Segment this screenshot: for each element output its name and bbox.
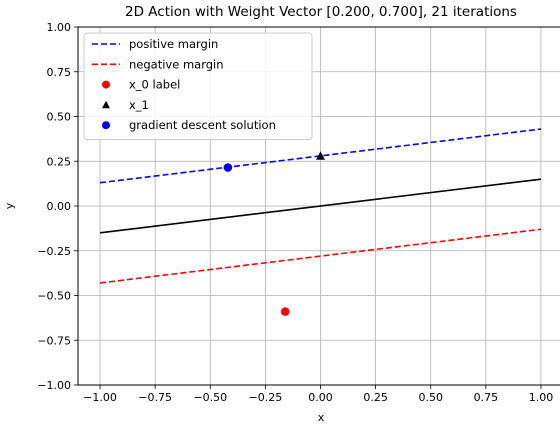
x-tick-label: −0.25 (249, 391, 283, 404)
decision-boundary-line (99, 178, 542, 234)
x-tick-label: 0.50 (418, 391, 443, 404)
x-0-label-marker (280, 307, 290, 316)
legend-handle-gradient-descent-solution (102, 121, 110, 130)
x-tick-label: −1.00 (83, 391, 117, 404)
legend-label-positive-margin: positive margin (129, 37, 218, 51)
x-tick-label: −0.75 (138, 391, 172, 404)
y-tick-label: −0.50 (37, 290, 71, 303)
legend-label-x-1: x_1 (129, 98, 149, 112)
y-tick-label: 0.25 (47, 155, 72, 168)
ticks: −1.00 −0.75 −0.50 −0.25 0.00 0.25 0.50 0.75 1.00… (37, 21, 553, 404)
legend: positive margin negative margin x_0 label x… (83, 32, 313, 140)
y-tick-label: −0.75 (37, 334, 71, 347)
legend-handle-x-0-label (102, 80, 110, 89)
x-tick-label: 0.75 (474, 391, 499, 404)
y-tick-label: −1.00 (37, 379, 71, 392)
x-tick-label: −0.50 (193, 391, 227, 404)
x-tick-label: 1.00 (529, 391, 554, 404)
legend-label-x-0-label: x_0 label (129, 78, 180, 92)
series-layer (99, 128, 542, 316)
y-tick-label: 0.50 (47, 111, 72, 124)
legend-label-negative-margin: negative margin (129, 57, 224, 71)
y-tick-label: 1.00 (47, 21, 72, 34)
positive-margin-line (99, 128, 542, 184)
y-tick-label: −0.25 (37, 245, 71, 258)
legend-box (83, 32, 313, 140)
y-tick-label: 0.75 (47, 66, 72, 79)
legend-label-gradient-descent-solution: gradient descent solution (129, 118, 276, 132)
x-axis-label: x (318, 411, 325, 424)
x-1-marker (316, 151, 325, 160)
chart-title: 2D Action with Weight Vector [0.200, 0.7… (125, 4, 517, 20)
y-axis-label: y (3, 202, 16, 209)
y-tick-label: 0.00 (47, 200, 72, 213)
negative-margin-line (99, 228, 542, 284)
x-tick-label: 0.25 (363, 391, 388, 404)
legend-handle-x-1 (102, 100, 110, 109)
gradient-descent-solution-marker (223, 163, 233, 172)
x-tick-label: 0.00 (308, 391, 333, 404)
